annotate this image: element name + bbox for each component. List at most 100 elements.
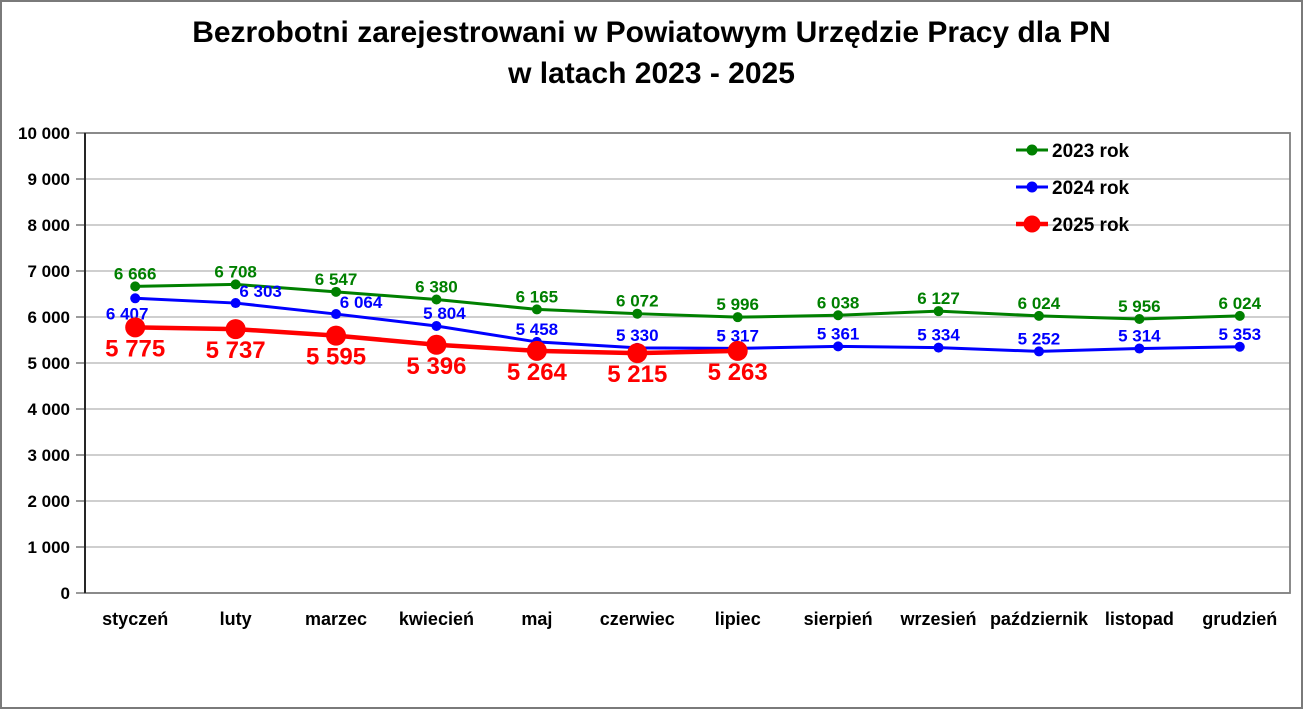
data-point xyxy=(431,321,442,332)
data-label: 5 775 xyxy=(105,335,165,362)
data-point xyxy=(1134,343,1145,354)
x-category-label: czerwiec xyxy=(600,609,675,629)
data-label: 6 708 xyxy=(214,262,257,281)
x-category-label: marzec xyxy=(305,609,367,629)
data-label: 5 595 xyxy=(306,344,366,371)
x-category-label: maj xyxy=(521,609,552,629)
data-label: 6 547 xyxy=(315,270,358,289)
data-point xyxy=(130,293,141,304)
data-label: 5 361 xyxy=(817,324,860,343)
x-category-label: grudzień xyxy=(1202,609,1277,629)
data-label: 5 334 xyxy=(917,326,960,345)
data-point xyxy=(933,342,944,353)
series-line xyxy=(135,282,1240,321)
data-point xyxy=(1033,346,1044,357)
data-point xyxy=(426,334,447,355)
data-label: 6 303 xyxy=(239,282,282,301)
data-point xyxy=(933,306,944,317)
series-2023-rok: 6 666 6 708 6 547 6 380 6 165 6 072 5 996 6 038… xyxy=(114,262,1262,325)
x-axis-labels: styczeń luty marzec kwiecień maj czerwiec lipi… xyxy=(102,609,1277,629)
data-label: 6 666 xyxy=(114,264,157,283)
data-label: 6 165 xyxy=(516,287,559,306)
legend-label: 2023 rok xyxy=(1052,141,1130,162)
data-label: 5 317 xyxy=(716,326,759,345)
series-line xyxy=(135,296,1240,353)
data-label: 5 804 xyxy=(423,304,466,323)
data-point xyxy=(833,341,844,352)
data-point xyxy=(1234,341,1245,352)
legend-label: 2025 rok xyxy=(1052,215,1130,236)
data-point xyxy=(627,343,648,364)
legend-marker-dot xyxy=(1026,181,1038,193)
data-label: 6 038 xyxy=(817,293,860,312)
data-label: 5 330 xyxy=(616,326,659,345)
data-point xyxy=(531,304,542,315)
data-point xyxy=(130,281,141,292)
x-category-label: październik xyxy=(990,609,1089,629)
chart-title-line1: Bezrobotni zarejestrowani w Powiatowym U… xyxy=(192,16,1111,49)
data-label: 6 127 xyxy=(917,289,960,308)
data-point xyxy=(431,294,442,305)
y-tick-label: 10 000 xyxy=(18,124,70,143)
data-label: 5 458 xyxy=(516,320,559,339)
data-label: 5 314 xyxy=(1118,327,1161,346)
data-point xyxy=(632,308,643,319)
chart-title-line2: w latach 2023 - 2025 xyxy=(508,57,795,90)
data-label: 5 396 xyxy=(406,353,466,380)
data-label: 6 072 xyxy=(616,292,659,311)
x-category-label: lipiec xyxy=(715,609,761,629)
data-label: 5 264 xyxy=(507,359,568,386)
y-tick-label: 3 000 xyxy=(27,446,70,465)
y-tick-label: 2 000 xyxy=(27,492,70,511)
legend-marker-dot xyxy=(1026,144,1038,156)
data-point xyxy=(331,309,342,320)
data-point xyxy=(331,286,342,297)
x-category-label: styczeń xyxy=(102,609,168,629)
x-category-label: sierpień xyxy=(804,609,873,629)
x-category-label: wrzesień xyxy=(900,609,977,629)
data-label: 6 380 xyxy=(415,278,458,297)
data-label: 6 064 xyxy=(340,293,383,312)
x-category-label: listopad xyxy=(1105,609,1174,629)
gridlines xyxy=(76,132,1290,594)
x-category-label: kwiecień xyxy=(399,609,474,629)
data-point xyxy=(326,325,347,346)
y-tick-label: 4 000 xyxy=(27,400,70,419)
series-2025-rok: 5 775 5 737 5 595 5 396 5 264 5 215 5 263 xyxy=(105,317,768,388)
data-point xyxy=(1134,314,1145,325)
legend-label: 2024 rok xyxy=(1052,178,1130,199)
y-tick-label: 9 000 xyxy=(27,170,70,189)
chart-title: Bezrobotni zarejestrowani w Powiatowym U… xyxy=(2,12,1301,94)
legend-marker-dot xyxy=(1023,215,1041,233)
data-point xyxy=(230,298,241,309)
data-label: 5 263 xyxy=(708,359,768,386)
data-point xyxy=(833,310,844,321)
data-label: 5 252 xyxy=(1018,329,1061,348)
legend: 2023 rok 2024 rok 2025 rok xyxy=(1016,141,1130,236)
data-point xyxy=(230,279,241,290)
data-point xyxy=(1033,310,1044,321)
data-label: 6 024 xyxy=(1219,294,1262,313)
y-tick-label: 6 000 xyxy=(27,308,70,327)
x-category-label: luty xyxy=(220,609,252,629)
data-point xyxy=(1234,310,1245,321)
y-tick-label: 1 000 xyxy=(27,538,70,557)
y-tick-label: 7 000 xyxy=(27,262,70,281)
data-label: 5 996 xyxy=(716,295,759,314)
data-label: 5 956 xyxy=(1118,297,1161,316)
y-axis-labels: 0 1 000 2 000 3 000 4 000 5 000 6 000 7 000 8 00… xyxy=(18,124,70,603)
data-point xyxy=(732,312,743,323)
data-label: 5 737 xyxy=(206,337,266,364)
data-point xyxy=(727,340,748,361)
data-point xyxy=(225,319,246,340)
data-point xyxy=(526,340,547,361)
data-label: 6 024 xyxy=(1018,294,1061,313)
data-label: 5 215 xyxy=(607,361,667,388)
y-tick-label: 5 000 xyxy=(27,354,70,373)
y-tick-label: 8 000 xyxy=(27,216,70,235)
data-point xyxy=(125,317,146,338)
data-label: 5 353 xyxy=(1219,325,1262,344)
